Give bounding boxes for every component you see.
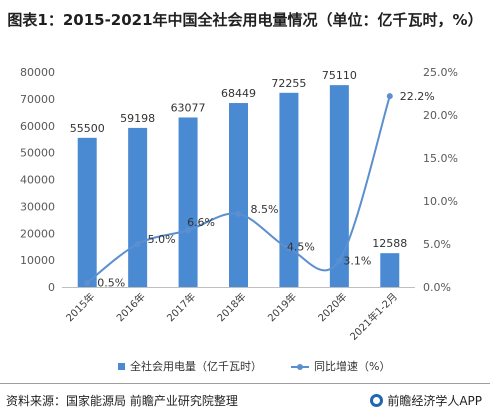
bar-value-label: 75110	[322, 69, 357, 82]
bar-value-label: 59198	[120, 112, 155, 125]
category-label: 2019年	[265, 290, 299, 324]
right-axis-tick-label: 10.0%	[423, 195, 458, 208]
line-value-label: 6.6%	[187, 216, 215, 229]
brand: 前瞻经济学人APP	[370, 392, 482, 409]
right-axis-tick-label: 0.0%	[423, 281, 451, 294]
line-value-label: 8.5%	[251, 203, 279, 216]
chart-svg: 0 10000 20000 30000 40000 50000 60000 70000 8000…	[20, 66, 458, 373]
bar	[77, 137, 97, 287]
left-axis-tick-label: 30000	[20, 200, 55, 213]
bar	[178, 117, 198, 287]
source-text: 资料来源：国家能源局 前瞻产业研究院整理	[6, 394, 238, 408]
left-axis-tick-label: 40000	[20, 174, 55, 187]
right-axis-tick-label: 20.0%	[423, 109, 458, 122]
line-point	[84, 279, 91, 286]
line-value-label: 3.1%	[343, 254, 371, 267]
line-point	[134, 241, 141, 247]
brand-name: 前瞻经济学人APP	[387, 394, 482, 408]
bar-value-label: 12588	[372, 237, 407, 250]
bar	[380, 253, 400, 287]
line-point	[336, 257, 343, 264]
line-point	[285, 245, 292, 252]
category-label: 2020年	[315, 290, 349, 324]
bar-value-label: 55500	[70, 122, 105, 135]
bar-value-label: 72255	[271, 77, 306, 90]
right-axis-tick-label: 25.0%	[423, 66, 458, 79]
category-label: 2021年1-2月	[347, 290, 400, 343]
bar-value-label: 63077	[171, 101, 206, 114]
left-axis-tick-label: 50000	[20, 147, 55, 160]
bar	[128, 127, 148, 288]
chart-title: 图表1：2015-2021年中国全社会用电量情况（单位：亿千瓦时，%）	[7, 11, 483, 29]
left-axis-tick-label: 70000	[20, 93, 55, 106]
category-label: 2016年	[114, 290, 148, 324]
legend-line-marker	[297, 364, 303, 370]
line-point	[386, 93, 393, 100]
bar	[329, 85, 349, 287]
line-value-label: 0.5%	[97, 277, 125, 290]
legend-bar-swatch	[118, 363, 125, 370]
right-axis-tick-label: 15.0%	[423, 152, 458, 165]
category-label: 2018年	[214, 290, 248, 324]
left-axis-tick-label: 0	[48, 281, 55, 294]
line-value-label: 4.5%	[287, 240, 315, 253]
category-label: 2015年	[63, 290, 97, 324]
bar-value-label: 68449	[221, 87, 256, 100]
footer: 资料来源：国家能源局 前瞻产业研究院整理 前瞻经济学人APP	[0, 383, 490, 419]
left-axis-tick-label: 80000	[20, 66, 55, 79]
right-axis-tick-label: 5.0%	[423, 238, 451, 251]
line-point	[185, 227, 192, 234]
line-value-label: 22.2%	[400, 90, 435, 103]
brand-logo-icon	[370, 394, 384, 407]
category-label: 2017年	[164, 290, 198, 324]
line-point	[235, 210, 242, 217]
legend-line-label: 同比增速（%）	[314, 359, 390, 373]
bar	[279, 92, 299, 287]
legend-bar-label: 全社会用电量（亿千瓦时）	[130, 359, 262, 373]
left-axis-tick-label: 20000	[20, 227, 55, 240]
bar	[229, 103, 248, 288]
left-axis-tick-label: 10000	[20, 254, 55, 267]
line-value-label: 5.0%	[148, 233, 176, 246]
left-axis-tick-label: 60000	[20, 120, 55, 133]
